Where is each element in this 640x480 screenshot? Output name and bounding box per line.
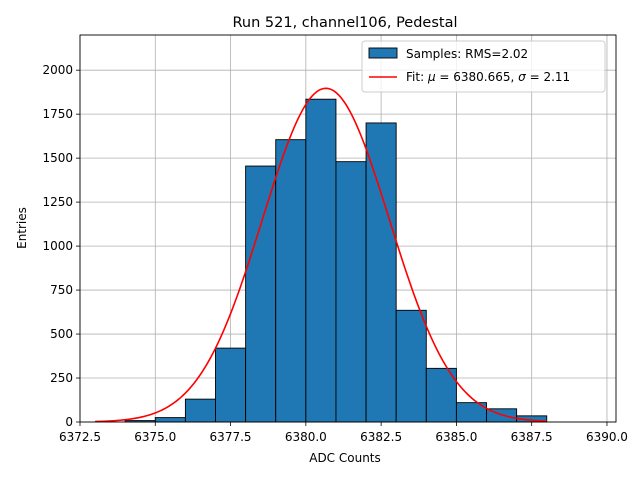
legend-box — [361, 40, 606, 93]
x-axis-ticks: 6372.5 6375.0 6377.5 6380.0 6382.5 6385.0 6387… — [59, 422, 628, 444]
fit-curve — [95, 87, 547, 423]
legend-samples-label: Samples: RMS=2.02 — [406, 47, 528, 61]
histogram-bar — [215, 347, 247, 423]
y-tick-label: 1250 — [42, 195, 73, 209]
histogram-bar — [395, 309, 427, 423]
y-axis-label: Entries — [15, 207, 29, 249]
y-tick-label: 2000 — [42, 63, 73, 77]
x-tick-label: 6390.0 — [586, 430, 628, 444]
histogram-bar — [154, 417, 186, 423]
x-tick-label: 6375.0 — [134, 430, 176, 444]
histogram-bar — [305, 98, 337, 423]
x-tick-label: 6380.0 — [285, 430, 327, 444]
y-tick-label: 750 — [50, 283, 73, 297]
legend-fit-label: Fit: μ = 6380.665, σ = 2.11 — [406, 70, 570, 84]
histogram-bar — [275, 139, 307, 423]
y-tick-label: 1500 — [42, 151, 73, 165]
y-tick-label: 1750 — [42, 107, 73, 121]
legend: Samples: RMS=2.02 Fit: μ = 6380.665, σ =… — [361, 40, 606, 93]
histogram-bars — [124, 98, 548, 423]
plot-frame — [79, 34, 617, 423]
y-axis-ticks: 0 250 500 750 1000 1250 1500 1750 2000 — [42, 63, 80, 429]
y-tick-label: 500 — [50, 327, 73, 341]
y-tick-label: 250 — [50, 371, 73, 385]
x-axis-label: ADC Counts — [309, 451, 381, 465]
x-tick-label: 6382.5 — [360, 430, 402, 444]
histogram-bar — [335, 161, 367, 423]
histogram-bar — [184, 398, 216, 423]
histogram-bar — [425, 367, 457, 423]
x-tick-label: 6385.0 — [435, 430, 477, 444]
x-tick-label: 6387.5 — [511, 430, 553, 444]
x-tick-label: 6377.5 — [210, 430, 252, 444]
y-tick-label: 1000 — [42, 239, 73, 253]
histogram-bar — [365, 122, 397, 423]
x-tick-label: 6372.5 — [59, 430, 101, 444]
histogram-bar — [245, 165, 277, 423]
chart-title: Run 521, channel106, Pedestal — [232, 15, 457, 31]
y-tick-label: 0 — [65, 415, 73, 429]
legend-samples-swatch — [368, 47, 398, 59]
